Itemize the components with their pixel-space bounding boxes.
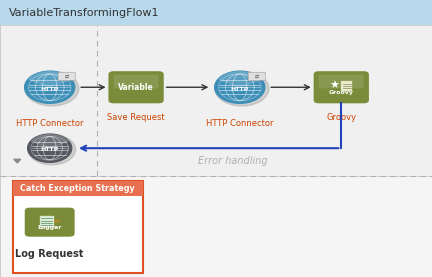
Text: HTTP Connector: HTTP Connector bbox=[206, 119, 273, 127]
Text: HTTP: HTTP bbox=[41, 147, 59, 152]
Text: Variable: Variable bbox=[118, 83, 154, 92]
FancyBboxPatch shape bbox=[58, 72, 75, 81]
FancyBboxPatch shape bbox=[108, 71, 164, 103]
Circle shape bbox=[215, 71, 269, 106]
Text: HTTP: HTTP bbox=[41, 87, 59, 92]
Text: Groovy: Groovy bbox=[326, 113, 356, 122]
Text: Save Request: Save Request bbox=[107, 113, 165, 122]
FancyBboxPatch shape bbox=[114, 75, 159, 88]
Text: Logger: Logger bbox=[38, 225, 62, 230]
FancyBboxPatch shape bbox=[314, 71, 369, 103]
Text: VariableTransformingFlow1: VariableTransformingFlow1 bbox=[9, 8, 159, 18]
Circle shape bbox=[25, 71, 79, 106]
Text: Log Request: Log Request bbox=[16, 248, 84, 259]
Wedge shape bbox=[219, 72, 261, 87]
FancyBboxPatch shape bbox=[13, 181, 143, 273]
Polygon shape bbox=[14, 159, 21, 163]
Circle shape bbox=[28, 134, 76, 165]
Circle shape bbox=[28, 134, 72, 162]
Circle shape bbox=[25, 71, 75, 103]
FancyBboxPatch shape bbox=[13, 181, 143, 196]
Wedge shape bbox=[29, 72, 71, 87]
FancyBboxPatch shape bbox=[342, 81, 353, 91]
Text: Error handling: Error handling bbox=[198, 156, 268, 166]
FancyBboxPatch shape bbox=[319, 75, 364, 88]
Circle shape bbox=[215, 71, 265, 103]
Text: Catch Exception Strategy: Catch Exception Strategy bbox=[20, 184, 135, 193]
Text: HTTP Connector: HTTP Connector bbox=[16, 119, 83, 127]
Text: ✏: ✏ bbox=[54, 217, 61, 226]
Text: Groovy: Groovy bbox=[329, 91, 354, 96]
Text: HTTP: HTTP bbox=[231, 87, 249, 92]
Text: ⇄: ⇄ bbox=[255, 74, 259, 79]
FancyBboxPatch shape bbox=[0, 0, 432, 25]
FancyBboxPatch shape bbox=[248, 72, 265, 81]
Text: ⇄: ⇄ bbox=[65, 74, 69, 79]
FancyBboxPatch shape bbox=[40, 216, 54, 227]
FancyBboxPatch shape bbox=[25, 208, 75, 237]
FancyBboxPatch shape bbox=[0, 176, 432, 277]
Text: ★: ★ bbox=[330, 81, 340, 91]
Wedge shape bbox=[31, 134, 68, 148]
FancyBboxPatch shape bbox=[0, 25, 432, 176]
